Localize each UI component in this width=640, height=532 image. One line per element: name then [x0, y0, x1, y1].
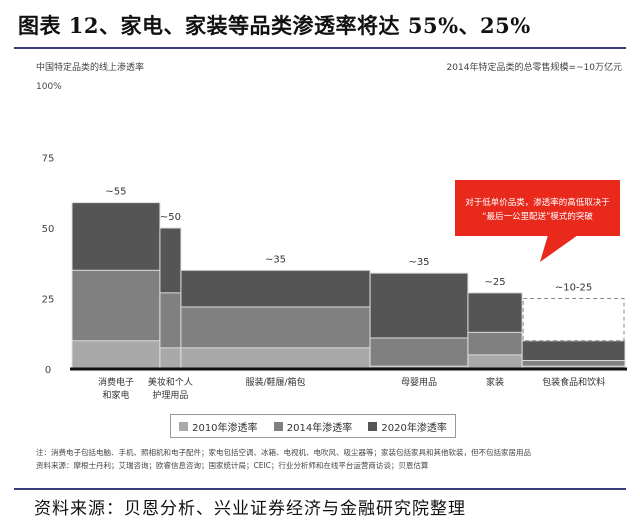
- legend-swatch: [368, 421, 378, 431]
- category-label: 包装食品和饮料: [542, 376, 605, 388]
- legend-label: 2020年渗透率: [381, 422, 447, 434]
- data-label: ~35: [408, 257, 429, 268]
- bottom-divider: [14, 488, 626, 490]
- chart-title: 中国特定品类的线上渗透率: [36, 63, 145, 73]
- y-tick-label: 50: [42, 224, 55, 235]
- data-label: ~25: [484, 277, 505, 288]
- y-tick-label: 25: [42, 295, 55, 306]
- category-label: 和家电: [102, 389, 129, 401]
- footnote-source: 资料来源：摩根士丹利；艾瑞咨询；欧睿信息咨询；国家统计局；CEIC；行业分析师和…: [36, 461, 429, 470]
- footnotes: 注：消费电子包括电脑、手机、照相机和电子配件；家电包括空调、冰箱、电视机、电吹风…: [36, 446, 531, 472]
- top-divider: [14, 47, 626, 49]
- width-note: 2014年特定品类的总零售规模=~10万亿元: [446, 63, 622, 73]
- y-tick-label: 0: [45, 365, 51, 376]
- data-label: ~50: [160, 212, 181, 223]
- legend-swatch: [273, 421, 283, 431]
- data-label: ~35: [265, 254, 286, 265]
- annotation-callout: 对于低单价品类，渗透率的高低取决于 “最后一公里配送”模式的突破: [455, 180, 620, 236]
- bar-segment: [180, 347, 371, 370]
- category-label: 美妆和个人: [148, 376, 193, 388]
- legend-item-2020: 2020年渗透率: [368, 419, 447, 434]
- legend-label: 2014年渗透率: [286, 422, 353, 434]
- y-tick-label: 75: [42, 154, 55, 165]
- annotation-line-2: “最后一公里配送”模式的突破: [482, 212, 593, 222]
- legend: 2010年渗透率 2014年渗透率 2020年渗透率: [170, 414, 456, 438]
- legend-item-2014: 2014年渗透率: [273, 419, 353, 434]
- y-axis-label: 100%: [36, 82, 62, 92]
- footnote-note: 注：消费电子包括电脑、手机、照相机和电子配件；家电包括空调、冰箱、电视机、电吹风…: [36, 448, 531, 457]
- annotation-line-1: 对于低单价品类，渗透率的高低取决于: [465, 198, 610, 208]
- category-label: 家装: [486, 376, 504, 388]
- data-label: ~10-25: [555, 283, 592, 294]
- source-text: 资料来源：贝恩分析、兴业证券经济与金融研究院整理: [34, 499, 466, 519]
- category-label: 消费电子: [98, 376, 134, 388]
- data-label: ~55: [105, 187, 126, 198]
- category-label: 母婴用品: [401, 377, 437, 388]
- bar-segment: [467, 354, 523, 370]
- legend-swatch: [179, 421, 189, 431]
- page-title: 图表 12、家电、家装等品类渗透率将达 55%、25%: [18, 13, 531, 38]
- callout-pointer: [540, 235, 578, 262]
- bar-segment: [159, 347, 182, 370]
- bar-segment: [71, 340, 161, 370]
- legend-item-2010: 2010年渗透率: [179, 419, 258, 434]
- legend-label: 2010年渗透率: [192, 422, 258, 434]
- dashed-upper-bound: [522, 298, 625, 342]
- bar-segment: [369, 337, 469, 370]
- category-label: 护理用品: [152, 389, 188, 401]
- category-label: 服装/鞋履/箱包: [245, 376, 305, 388]
